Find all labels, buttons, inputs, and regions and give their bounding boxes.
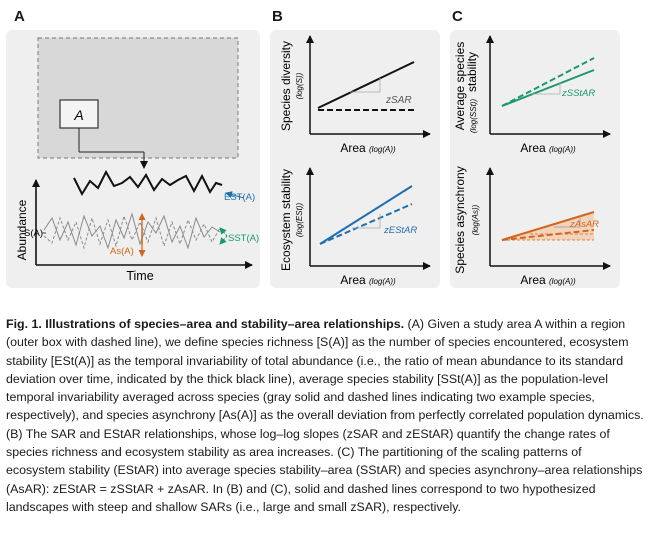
sst-arrow-down <box>219 235 228 245</box>
as-a-label: As(A) <box>110 246 134 257</box>
sar-slope-label: zSAR <box>385 95 412 106</box>
species-line-solid <box>43 212 221 250</box>
estar-y-sub: (log(ESt)) <box>295 203 304 238</box>
caption-title: Illustrations of species–area and stabil… <box>45 317 405 331</box>
sstar-slope-label: zSStAR <box>561 88 595 99</box>
asar-dashed-line <box>501 229 595 241</box>
est-a-label: EST(A) <box>224 192 255 203</box>
estar-slope-label: zEStAR <box>383 225 417 236</box>
panel-b <box>270 30 440 288</box>
estar-y-label: Ecosystem stability <box>279 169 293 271</box>
sstar-dashed-line <box>501 57 595 107</box>
asar-solid-line <box>501 211 595 241</box>
figure-caption: Fig. 1. Illustrations of species–area an… <box>6 315 644 516</box>
caption-fig-label: Fig. 1. <box>6 317 42 331</box>
sstar-y-label-2: stability <box>465 52 479 92</box>
sar-solid-line <box>317 61 415 109</box>
sst-a-label: SST(A) <box>228 233 259 244</box>
estar-slope-triangle <box>352 214 381 229</box>
asar-x-label: Area (log(A)) <box>520 273 576 287</box>
asar-slope-triangle <box>554 218 581 228</box>
total-abundance-line <box>73 169 223 197</box>
panel-c-letter: C <box>452 8 463 25</box>
sar-x-label: Area (log(A)) <box>340 141 396 155</box>
sstar-y-label: Average species <box>453 42 467 131</box>
panel-c-figure: Average species stability (log(SSt)) Are… <box>453 35 611 287</box>
sstar-slope-triangle <box>532 82 561 95</box>
panel-a-letter: A <box>14 8 25 25</box>
sar-y-label: Species diversity <box>279 41 293 131</box>
sstar-y-sub: (log(SSt)) <box>469 99 478 134</box>
estar-solid-line <box>319 185 413 245</box>
sar-slope-triangle <box>350 78 381 93</box>
estar-dashed-line <box>319 203 413 245</box>
sar-y-sub: (log(S)) <box>295 72 304 99</box>
panel-b-letter: B <box>272 8 283 25</box>
panel-b-figure: Species diversity (log(S)) Area (log(A))… <box>279 35 431 287</box>
asar-y-label: Species asynchrony <box>453 166 467 273</box>
area-a-box <box>59 99 99 129</box>
estar-x-label: Area (log(A)) <box>340 273 396 287</box>
caption-part-c: (C) The partitioning of the scaling patt… <box>6 445 643 514</box>
sstar-x-label: Area (log(A)) <box>520 141 576 155</box>
time-axis-label: Time <box>126 269 153 283</box>
caption-part-a: (A) Given a study area A within a region… <box>6 317 644 423</box>
caption-part-b: (B) The SAR and EStAR relationships, who… <box>6 426 610 460</box>
asar-slope-label: zAsAR <box>569 219 599 230</box>
asar-y-sub: (log(As)) <box>471 204 480 235</box>
sstar-solid-line <box>501 69 595 107</box>
sst-arrow-up <box>219 227 228 237</box>
est-arrow <box>225 191 245 199</box>
species-line-dashed <box>43 214 221 250</box>
panel-a-figure: A Abundance Time S(A) EST(A) SST(A) As(A… <box>15 37 259 283</box>
area-a-label: A <box>73 107 83 123</box>
region-box <box>37 37 239 159</box>
s-a-label: S(A) <box>24 228 43 239</box>
panel-c <box>450 30 620 288</box>
abundance-axis-label: Abundance <box>15 199 29 260</box>
